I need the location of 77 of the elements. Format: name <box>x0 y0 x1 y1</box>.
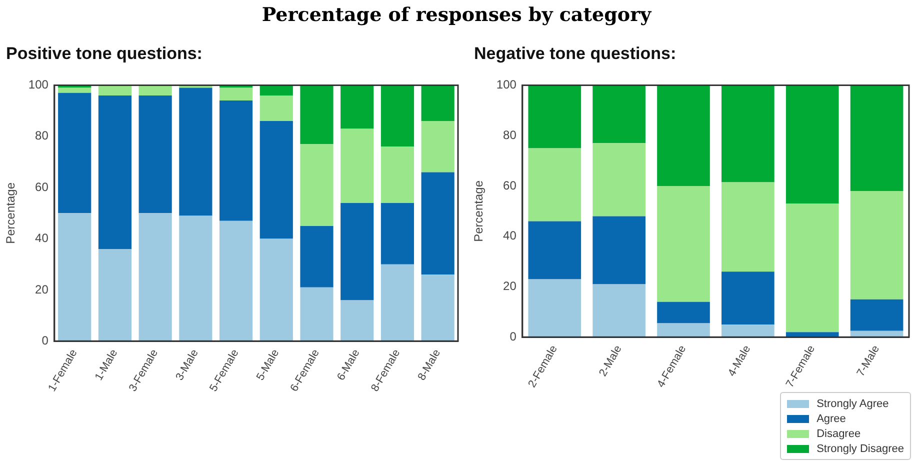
bar <box>300 287 334 342</box>
bar <box>786 85 839 204</box>
bar <box>340 202 374 300</box>
chart-title: Positive tone questions: <box>6 44 204 65</box>
bar <box>260 85 293 96</box>
y-tick-label: 80 <box>503 128 517 142</box>
bar <box>380 146 414 203</box>
y-tick-label: 20 <box>503 279 517 294</box>
bar <box>657 85 710 186</box>
bar <box>657 302 710 324</box>
bar <box>592 284 646 338</box>
bar <box>300 144 334 226</box>
legend-label: Disagree <box>816 428 861 440</box>
bar <box>138 213 172 342</box>
bar <box>219 220 253 342</box>
bar <box>98 95 132 250</box>
chart-title: Negative tone questions: <box>474 44 678 65</box>
bar <box>179 88 212 216</box>
bar <box>592 85 646 144</box>
legend-label: Agree <box>816 412 846 424</box>
bar <box>421 172 454 275</box>
bar <box>138 85 172 96</box>
bar <box>340 85 374 129</box>
bar <box>58 213 92 342</box>
y-tick-label: 80 <box>35 128 49 143</box>
bar <box>260 95 293 122</box>
bar <box>421 274 454 342</box>
bar <box>380 202 414 264</box>
bar <box>722 182 774 272</box>
bar <box>850 191 904 300</box>
bar <box>592 143 646 216</box>
bar <box>722 85 774 182</box>
y-tick-label: 100 <box>28 78 49 92</box>
bar <box>421 85 454 122</box>
bar <box>528 148 582 222</box>
bar <box>850 85 904 192</box>
bar <box>260 121 293 239</box>
bar <box>380 264 414 342</box>
y-axis-title: Percentage <box>472 180 486 242</box>
y-tick-label: 40 <box>35 231 49 246</box>
bar <box>179 216 212 342</box>
bar <box>300 226 334 288</box>
bar <box>98 249 132 342</box>
bar <box>657 186 710 302</box>
bar <box>138 95 172 214</box>
text: Percentage of responses by category <box>260 4 653 26</box>
bar <box>58 88 92 93</box>
bar <box>786 204 839 332</box>
y-tick-label: 0 <box>42 333 49 348</box>
y-axis-title: Percentage <box>4 182 18 244</box>
legend-label: Strongly Disagree <box>816 442 904 454</box>
bar <box>528 85 582 148</box>
bar <box>657 323 710 338</box>
bar <box>528 279 582 338</box>
y-tick-label: 100 <box>496 78 517 92</box>
bar <box>850 299 904 331</box>
bar <box>260 238 293 342</box>
bar <box>528 221 582 280</box>
y-tick-label: 60 <box>35 180 49 194</box>
bar <box>722 272 774 325</box>
y-tick-label: 40 <box>503 228 517 243</box>
bar <box>421 121 454 172</box>
y-tick-label: 60 <box>503 178 517 192</box>
y-tick-label: 20 <box>35 282 49 296</box>
bar <box>592 216 646 284</box>
bar <box>340 128 374 203</box>
legend-label: Strongly Agree <box>816 398 889 410</box>
y-tick-label: 0 <box>510 329 517 344</box>
bar <box>340 300 374 342</box>
bar <box>98 85 132 96</box>
bar <box>786 332 839 338</box>
bar <box>300 85 334 144</box>
bar <box>219 88 253 101</box>
bar <box>722 324 774 338</box>
bar <box>58 92 92 214</box>
bar <box>380 85 414 147</box>
bar <box>219 100 253 221</box>
